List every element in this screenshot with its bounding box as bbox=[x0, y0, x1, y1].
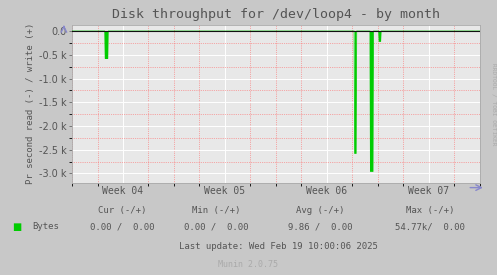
Text: Avg (-/+): Avg (-/+) bbox=[296, 206, 345, 215]
Text: Max (-/+): Max (-/+) bbox=[406, 206, 454, 215]
Text: 54.77k/  0.00: 54.77k/ 0.00 bbox=[395, 222, 465, 231]
Text: ■: ■ bbox=[12, 222, 22, 232]
Text: Munin 2.0.75: Munin 2.0.75 bbox=[219, 260, 278, 269]
Text: Last update: Wed Feb 19 10:00:06 2025: Last update: Wed Feb 19 10:00:06 2025 bbox=[179, 242, 378, 251]
Text: Bytes: Bytes bbox=[32, 222, 59, 231]
Text: 9.86 /  0.00: 9.86 / 0.00 bbox=[288, 222, 353, 231]
Text: RRDTOOL / TOBI OETIKER: RRDTOOL / TOBI OETIKER bbox=[491, 63, 496, 146]
Text: Min (-/+): Min (-/+) bbox=[192, 206, 241, 215]
Text: 0.00 /  0.00: 0.00 / 0.00 bbox=[89, 222, 154, 231]
Y-axis label: Pr second read (-) / write (+): Pr second read (-) / write (+) bbox=[25, 23, 35, 185]
Title: Disk throughput for /dev/loop4 - by month: Disk throughput for /dev/loop4 - by mont… bbox=[112, 8, 440, 21]
Text: Cur (-/+): Cur (-/+) bbox=[97, 206, 146, 215]
Text: 0.00 /  0.00: 0.00 / 0.00 bbox=[184, 222, 248, 231]
